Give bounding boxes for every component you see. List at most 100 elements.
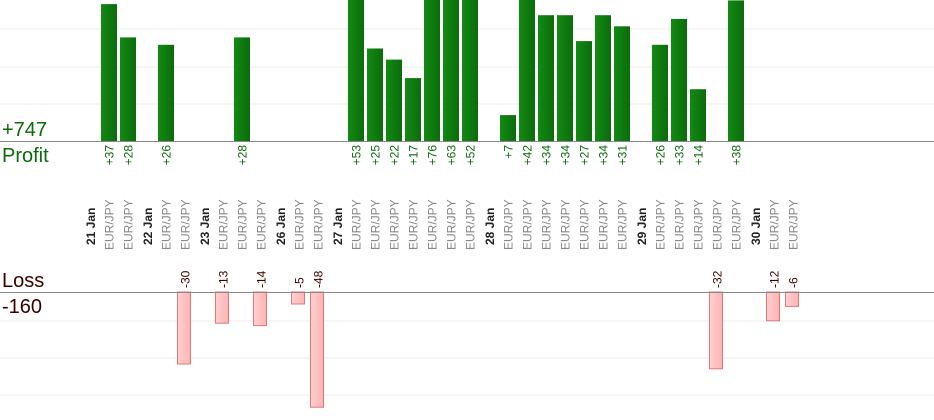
date-label: 26 Jan <box>274 208 288 245</box>
profit-value-label: +53 <box>350 145 364 166</box>
loss-value-label: -13 <box>217 270 231 288</box>
profit-total: +747 <box>2 119 48 141</box>
profit-bar <box>538 15 554 142</box>
date-label: 28 Jan <box>483 208 497 245</box>
loss-bar <box>253 291 267 327</box>
profit-value-label: +34 <box>540 145 554 166</box>
pair-label: EUR/JPY <box>597 199 611 250</box>
pair-label: EUR/JPY <box>711 199 725 250</box>
date-label: 30 Jan <box>749 208 763 245</box>
profit-value-label: +34 <box>597 145 611 166</box>
pair-label: EUR/JPY <box>673 199 687 250</box>
profit-value-label: +31 <box>616 145 630 166</box>
profit-value-label: +22 <box>388 145 402 166</box>
pair-label: EUR/JPY <box>692 199 706 250</box>
profit-value-label: +25 <box>369 145 383 166</box>
loss-bar <box>215 291 229 324</box>
profit-value-label: +27 <box>578 145 592 166</box>
profit-bar <box>728 0 744 142</box>
loss-total: -160 <box>2 296 43 318</box>
profit-value-label: +17 <box>407 145 421 166</box>
profit-bar <box>614 26 630 141</box>
profit-bar <box>348 0 364 141</box>
pair-label: EUR/JPY <box>578 199 592 250</box>
profit-value-label: +52 <box>464 145 478 166</box>
loss-bar <box>709 291 723 370</box>
pair-label: EUR/JPY <box>103 199 117 250</box>
profit-value-label: +26 <box>160 145 174 166</box>
pair-label: EUR/JPY <box>388 199 402 250</box>
loss-bar <box>766 291 780 322</box>
loss-bar <box>310 291 324 408</box>
loss-value-label: -14 <box>255 270 269 288</box>
loss-value-label: -6 <box>787 277 801 288</box>
pair-label: EUR/JPY <box>502 199 516 250</box>
date-label: 29 Jan <box>635 208 649 245</box>
profit-value-label: +37 <box>103 145 117 166</box>
profit-bar <box>443 0 459 141</box>
profit-bar <box>405 78 421 141</box>
pair-label: EUR/JPY <box>179 199 193 250</box>
profit-bar <box>557 15 573 142</box>
date-label: 23 Jan <box>198 208 212 245</box>
profit-label: Profit <box>2 145 49 167</box>
profit-bar <box>595 15 611 142</box>
pair-label: EUR/JPY <box>787 199 801 250</box>
profit-bar <box>120 37 136 141</box>
profit-bar <box>652 44 668 141</box>
pair-label: EUR/JPY <box>540 199 554 250</box>
pair-label: EUR/JPY <box>160 199 174 250</box>
pair-label: EUR/JPY <box>122 199 136 250</box>
date-label: 21 Jan <box>84 208 98 245</box>
profit-value-label: +33 <box>673 145 687 166</box>
profit-value-label: +38 <box>730 145 744 166</box>
profit-bar <box>367 48 383 141</box>
loss-value-label: -30 <box>179 270 193 288</box>
profit-value-label: +63 <box>445 145 459 166</box>
pair-label: EUR/JPY <box>369 199 383 250</box>
profit-bar <box>386 59 402 141</box>
loss-value-label: -12 <box>768 270 782 288</box>
loss-bar <box>177 291 191 365</box>
profit-value-label: +42 <box>521 145 535 166</box>
pair-label: EUR/JPY <box>730 199 744 250</box>
pair-label: EUR/JPY <box>768 199 782 250</box>
profit-bar <box>690 89 706 141</box>
profit-value-label: +28 <box>236 145 250 166</box>
profit-value-label: +7 <box>502 145 516 159</box>
pair-label: EUR/JPY <box>255 199 269 250</box>
pair-label: EUR/JPY <box>312 199 326 250</box>
profit-bar <box>671 18 687 141</box>
pair-label: EUR/JPY <box>217 199 231 250</box>
profit-bar <box>500 115 516 141</box>
profit-bar <box>519 0 535 141</box>
loss-label: Loss <box>2 270 45 292</box>
loss-bar <box>291 291 305 305</box>
date-label: 27 Jan <box>331 208 345 245</box>
pair-label: EUR/JPY <box>445 199 459 250</box>
profit-value-label: +14 <box>692 145 706 166</box>
profit-value-label: +26 <box>654 145 668 166</box>
pair-label: EUR/JPY <box>616 199 630 250</box>
pair-label: EUR/JPY <box>426 199 440 250</box>
pair-label: EUR/JPY <box>559 199 573 250</box>
pair-label: EUR/JPY <box>464 199 478 250</box>
profit-bar <box>424 0 440 141</box>
pair-label: EUR/JPY <box>350 199 364 250</box>
profit-value-label: +76 <box>426 145 440 166</box>
loss-bar <box>785 291 799 307</box>
loss-value-label: -48 <box>312 270 326 288</box>
pair-label: EUR/JPY <box>407 199 421 250</box>
profit-bar <box>462 0 478 141</box>
pair-label: EUR/JPY <box>521 199 535 250</box>
profit-bar <box>576 41 592 141</box>
profit-value-label: +28 <box>122 145 136 166</box>
profit-bar <box>101 4 117 141</box>
profit-value-label: +34 <box>559 145 573 166</box>
loss-value-label: -32 <box>711 270 725 288</box>
pair-label: EUR/JPY <box>293 199 307 250</box>
loss-value-label: -5 <box>293 277 307 288</box>
pair-label: EUR/JPY <box>236 199 250 250</box>
pair-label: EUR/JPY <box>654 199 668 250</box>
